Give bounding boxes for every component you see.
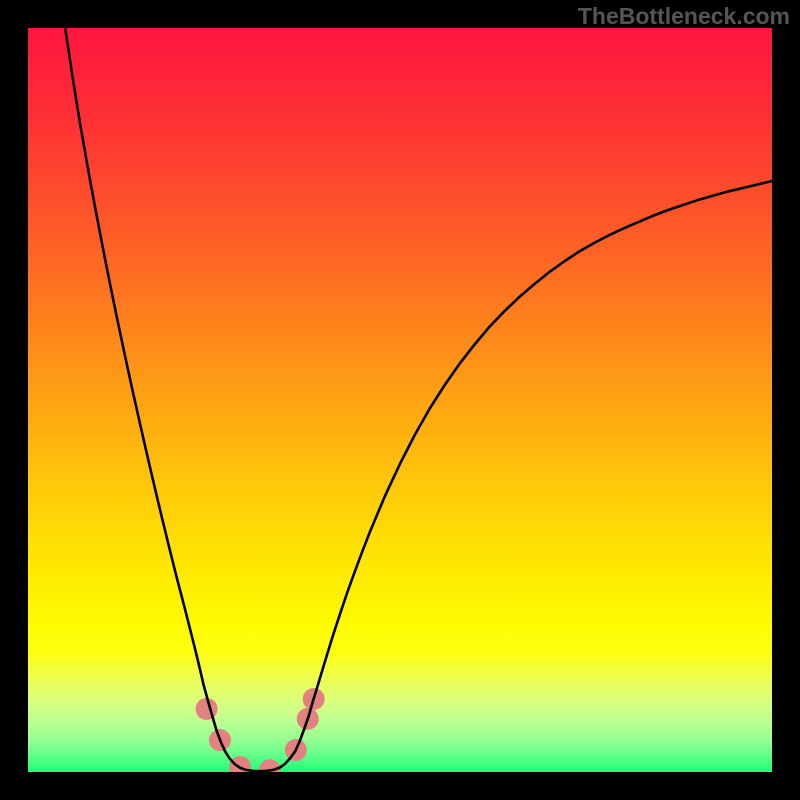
watermark-text: TheBottleneck.com bbox=[578, 3, 790, 30]
gradient-background bbox=[28, 28, 772, 772]
plot-area bbox=[28, 28, 772, 772]
chart-svg bbox=[28, 28, 772, 772]
marker-point bbox=[196, 698, 218, 720]
